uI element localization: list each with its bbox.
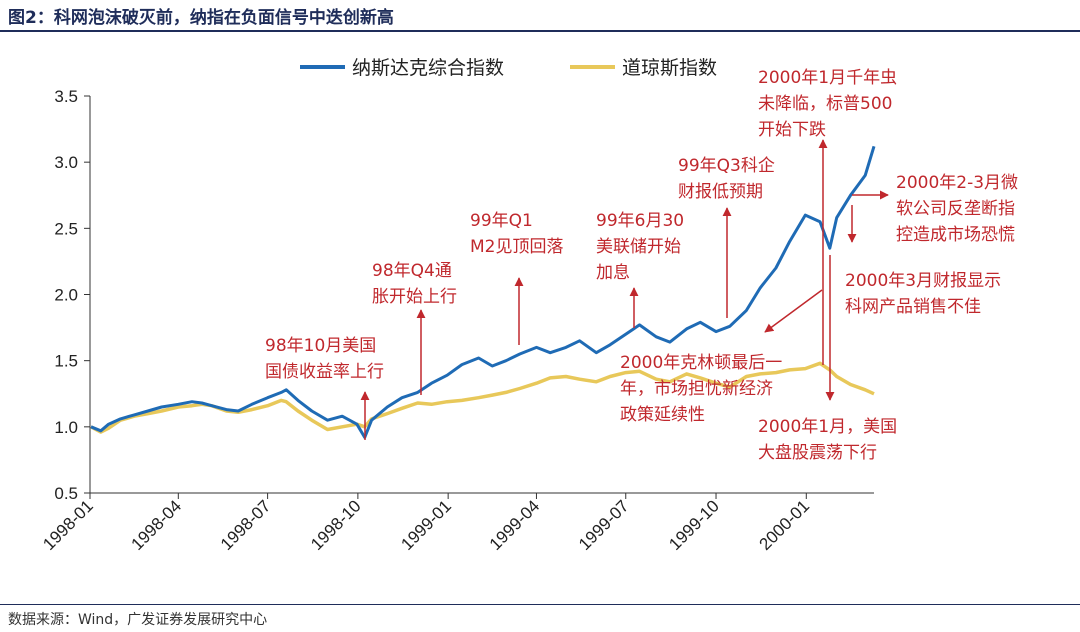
x-tick-label: 1999-07	[575, 496, 633, 554]
annotation-a10: 2000年1月，美国 大盘股震荡下行	[758, 414, 897, 466]
annotation-line: 胀开始上行	[372, 287, 457, 307]
x-tick-label: 1998-10	[307, 496, 365, 554]
footer-rule	[0, 604, 1080, 605]
annotation-line: 软公司反垄断指	[896, 199, 1015, 219]
annotation-a5: 99年Q3科企 财报低预期	[678, 153, 775, 205]
annotation-line: 大盘股震荡下行	[758, 443, 877, 463]
y-tick-label: 3.0	[54, 153, 78, 172]
annotation-line: 98年10月美国	[265, 336, 377, 356]
y-tick-label: 0.5	[54, 484, 78, 503]
annotation-line: 98年Q4通	[372, 261, 452, 281]
annotation-a8: 2000年2-3月微 软公司反垄断指 控造成市场恐慌	[896, 170, 1018, 248]
annotation-line: 控造成市场恐慌	[896, 225, 1015, 245]
annotation-line: 政策延续性	[620, 405, 705, 425]
annotation-line: 2000年克林顿最后一	[620, 353, 783, 373]
annotation-a2: 98年Q4通 胀开始上行	[372, 258, 457, 310]
y-tick-label: 1.0	[54, 418, 78, 437]
annotation-line: 99年Q3科企	[678, 156, 775, 176]
annotation-a9: 2000年3月财报显示 科网产品销售不佳	[845, 268, 1001, 320]
chart-canvas: 0.5 1.0 1.5 2.0 2.5 3.0 3.5 1998-01 1998-04 1998-…	[39, 57, 889, 554]
annotation-arrows	[360, 139, 889, 440]
legend-label-nasdaq: 纳斯达克综合指数	[352, 57, 504, 79]
x-tick-label: 1999-04	[486, 496, 544, 554]
annotation-line: 财报低预期	[678, 182, 763, 202]
figure-title: 图2：科网泡沫破灭前，纳指在负面信号中迭创新高	[8, 8, 394, 28]
annotation-a3: 99年Q1 M2见顶回落	[470, 208, 563, 260]
annotation-line: 科网产品销售不佳	[845, 297, 981, 317]
legend-label-dow: 道琼斯指数	[622, 57, 717, 79]
annotation-a7: 2000年1月千年虫 未降临，标普500 开始下跌	[758, 65, 897, 143]
annotation-line: M2见顶回落	[470, 237, 564, 257]
y-tick-label: 3.5	[54, 87, 78, 106]
x-tick-label: 1998-01	[39, 496, 97, 554]
annotation-line: 99年Q1	[470, 211, 533, 231]
annotation-line: 国债收益率上行	[265, 362, 384, 382]
x-tick-label: 1998-07	[217, 496, 275, 554]
annotation-a4: 99年6月30 美联储开始加息	[596, 208, 684, 286]
y-tick-label: 1.5	[54, 352, 78, 371]
annotation-line: 2000年3月财报显示	[845, 271, 1002, 291]
y-tick-label: 2.0	[54, 286, 78, 305]
chart-lines	[90, 145, 876, 439]
chart-legend: 纳斯达克综合指数 道琼斯指数	[300, 57, 717, 79]
x-tick-label: 1999-10	[665, 496, 723, 554]
x-tick-label: 1998-04	[128, 496, 186, 554]
nasdaq-series-line	[90, 145, 876, 439]
x-tick-label: 2000-01	[756, 496, 814, 554]
annotation-line: 2000年1月，美国	[758, 417, 898, 437]
annotation-a1: 98年10月美国 国债收益率上行	[265, 333, 384, 385]
annotation-line: 99年6月30	[596, 211, 685, 231]
annotation-arrow	[764, 289, 823, 333]
annotation-line: 加息	[596, 263, 630, 283]
annotation-line: 年，市场担忧新经济	[620, 379, 773, 399]
source-note: 数据来源：Wind，广发证券发展研究中心	[8, 612, 268, 628]
annotation-line: 开始下跌	[758, 120, 826, 140]
annotation-line: 2000年1月千年虫	[758, 68, 898, 88]
y-tick-label: 2.5	[54, 219, 78, 238]
annotation-a6: 2000年克林顿最后一 年，市场担忧新经济 政策延续性	[620, 350, 782, 428]
annotation-line: 2000年2-3月微	[896, 173, 1019, 193]
annotation-line: 美联储开始	[596, 237, 681, 257]
x-tick-label: 1999-01	[397, 496, 455, 554]
annotation-line: 未降临，标普500	[758, 94, 893, 114]
title-rule	[0, 30, 1080, 32]
